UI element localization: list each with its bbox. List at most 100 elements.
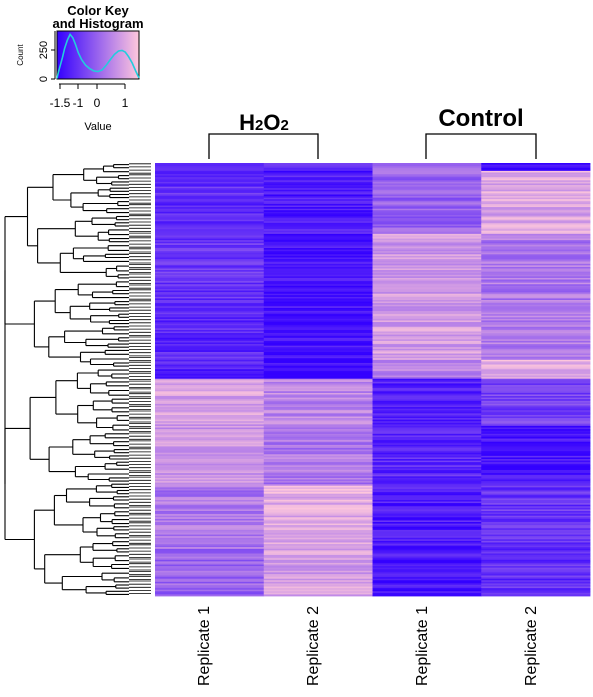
heatmap-cell (155, 235, 265, 238)
heatmap-cell (372, 232, 482, 235)
heatmap-cell (263, 323, 373, 326)
heatmap-cell (372, 591, 482, 594)
heatmap-cell (155, 304, 265, 307)
heatmap-cell (155, 537, 265, 540)
heatmap-cell (372, 277, 482, 280)
heatmap-cell (372, 255, 482, 258)
heatmap-cell (481, 203, 591, 206)
heatmap-cell (481, 200, 591, 203)
heatmap-cell (155, 509, 265, 512)
heatmap-cell (263, 551, 373, 554)
heatmap-cell (155, 580, 265, 583)
heatmap-cell (372, 592, 482, 595)
heatmap-cell (263, 484, 373, 487)
heatmap-cell (481, 550, 591, 553)
heatmap-cell (372, 186, 482, 189)
heatmap-cell (372, 584, 482, 587)
heatmap-cell (372, 325, 482, 328)
heatmap-cell (155, 470, 265, 473)
heatmap-cell (155, 539, 265, 542)
heatmap-cell (372, 462, 482, 465)
heatmap-cell (481, 240, 591, 243)
heatmap-cell (263, 559, 373, 562)
heatmap-cell (481, 331, 591, 334)
heatmap-cell (481, 465, 591, 468)
heatmap-cell (263, 493, 373, 496)
heatmap-cell (481, 380, 591, 383)
heatmap-cell (481, 446, 591, 449)
heatmap-cell (372, 254, 482, 257)
heatmap-cell (263, 252, 373, 255)
heatmap-cell (263, 498, 373, 501)
group-bracket-control (425, 133, 537, 159)
heatmap-cell (481, 547, 591, 550)
heatmap-cell (263, 562, 373, 565)
heatmap-cell (155, 232, 265, 235)
heatmap-cell (372, 208, 482, 211)
heatmap-cell (263, 441, 373, 444)
heatmap-cell (481, 325, 591, 328)
heatmap-cell (481, 344, 591, 347)
heatmap-cell (481, 553, 591, 556)
heatmap-cell (263, 194, 373, 197)
heatmap-cell (372, 290, 482, 293)
heatmap-cell (263, 230, 373, 233)
heatmap-cell (481, 485, 591, 488)
heatmap-cell (372, 416, 482, 419)
heatmap-cell (372, 509, 482, 512)
heatmap-cell (481, 259, 591, 262)
heatmap-cell (481, 232, 591, 235)
heatmap-cell (481, 194, 591, 197)
heatmap-cell (155, 380, 265, 383)
heatmap-cell (481, 314, 591, 317)
heatmap-cell (372, 241, 482, 244)
heatmap-cell (481, 545, 591, 548)
heatmap-cell (155, 402, 265, 405)
heatmap-cell (263, 446, 373, 449)
heatmap-cell (263, 548, 373, 551)
heatmap-cell (372, 166, 482, 169)
heatmap-cell (372, 295, 482, 298)
heatmap-cell (372, 167, 482, 170)
heatmap-cell (481, 334, 591, 337)
heatmap-cell (155, 529, 265, 532)
heatmap-cell (372, 298, 482, 301)
heatmap-cell (372, 366, 482, 369)
heatmap-cell (372, 476, 482, 479)
heatmap-cell (372, 181, 482, 184)
heatmap-cell (155, 317, 265, 320)
heatmap-cell (155, 353, 265, 356)
heatmap-cell (372, 388, 482, 391)
heatmap-cell (372, 314, 482, 317)
heatmap-cell (263, 189, 373, 192)
heatmap-cell (372, 268, 482, 271)
heatmap-cell (372, 172, 482, 175)
heatmap-cell (372, 424, 482, 427)
heatmap-cell (155, 222, 265, 225)
heatmap-cell (372, 586, 482, 589)
heatmap-cell (263, 315, 373, 318)
heatmap-cell (155, 388, 265, 391)
heatmap-cell (481, 312, 591, 315)
heatmap-cell (372, 163, 482, 165)
heatmap-cell (372, 588, 482, 591)
heatmap-cell (263, 329, 373, 332)
heatmap-cell (155, 216, 265, 219)
heatmap-cell (263, 400, 373, 403)
heatmap-cell (372, 192, 482, 195)
heatmap-cell (372, 266, 482, 269)
heatmap-cell (263, 271, 373, 274)
heatmap-cell (155, 514, 265, 517)
heatmap-cell (481, 296, 591, 299)
heatmap-cell (263, 414, 373, 417)
heatmap-cell (263, 235, 373, 238)
heatmap-cell (155, 548, 265, 551)
heatmap-cell (372, 339, 482, 342)
heatmap-cell (155, 295, 265, 298)
heatmap-cell (155, 435, 265, 438)
heatmap-cell (372, 380, 482, 383)
heatmap-cell (263, 369, 373, 372)
heatmap-cell (263, 435, 373, 438)
heatmap-cell (155, 476, 265, 479)
heatmap-cell (372, 569, 482, 572)
